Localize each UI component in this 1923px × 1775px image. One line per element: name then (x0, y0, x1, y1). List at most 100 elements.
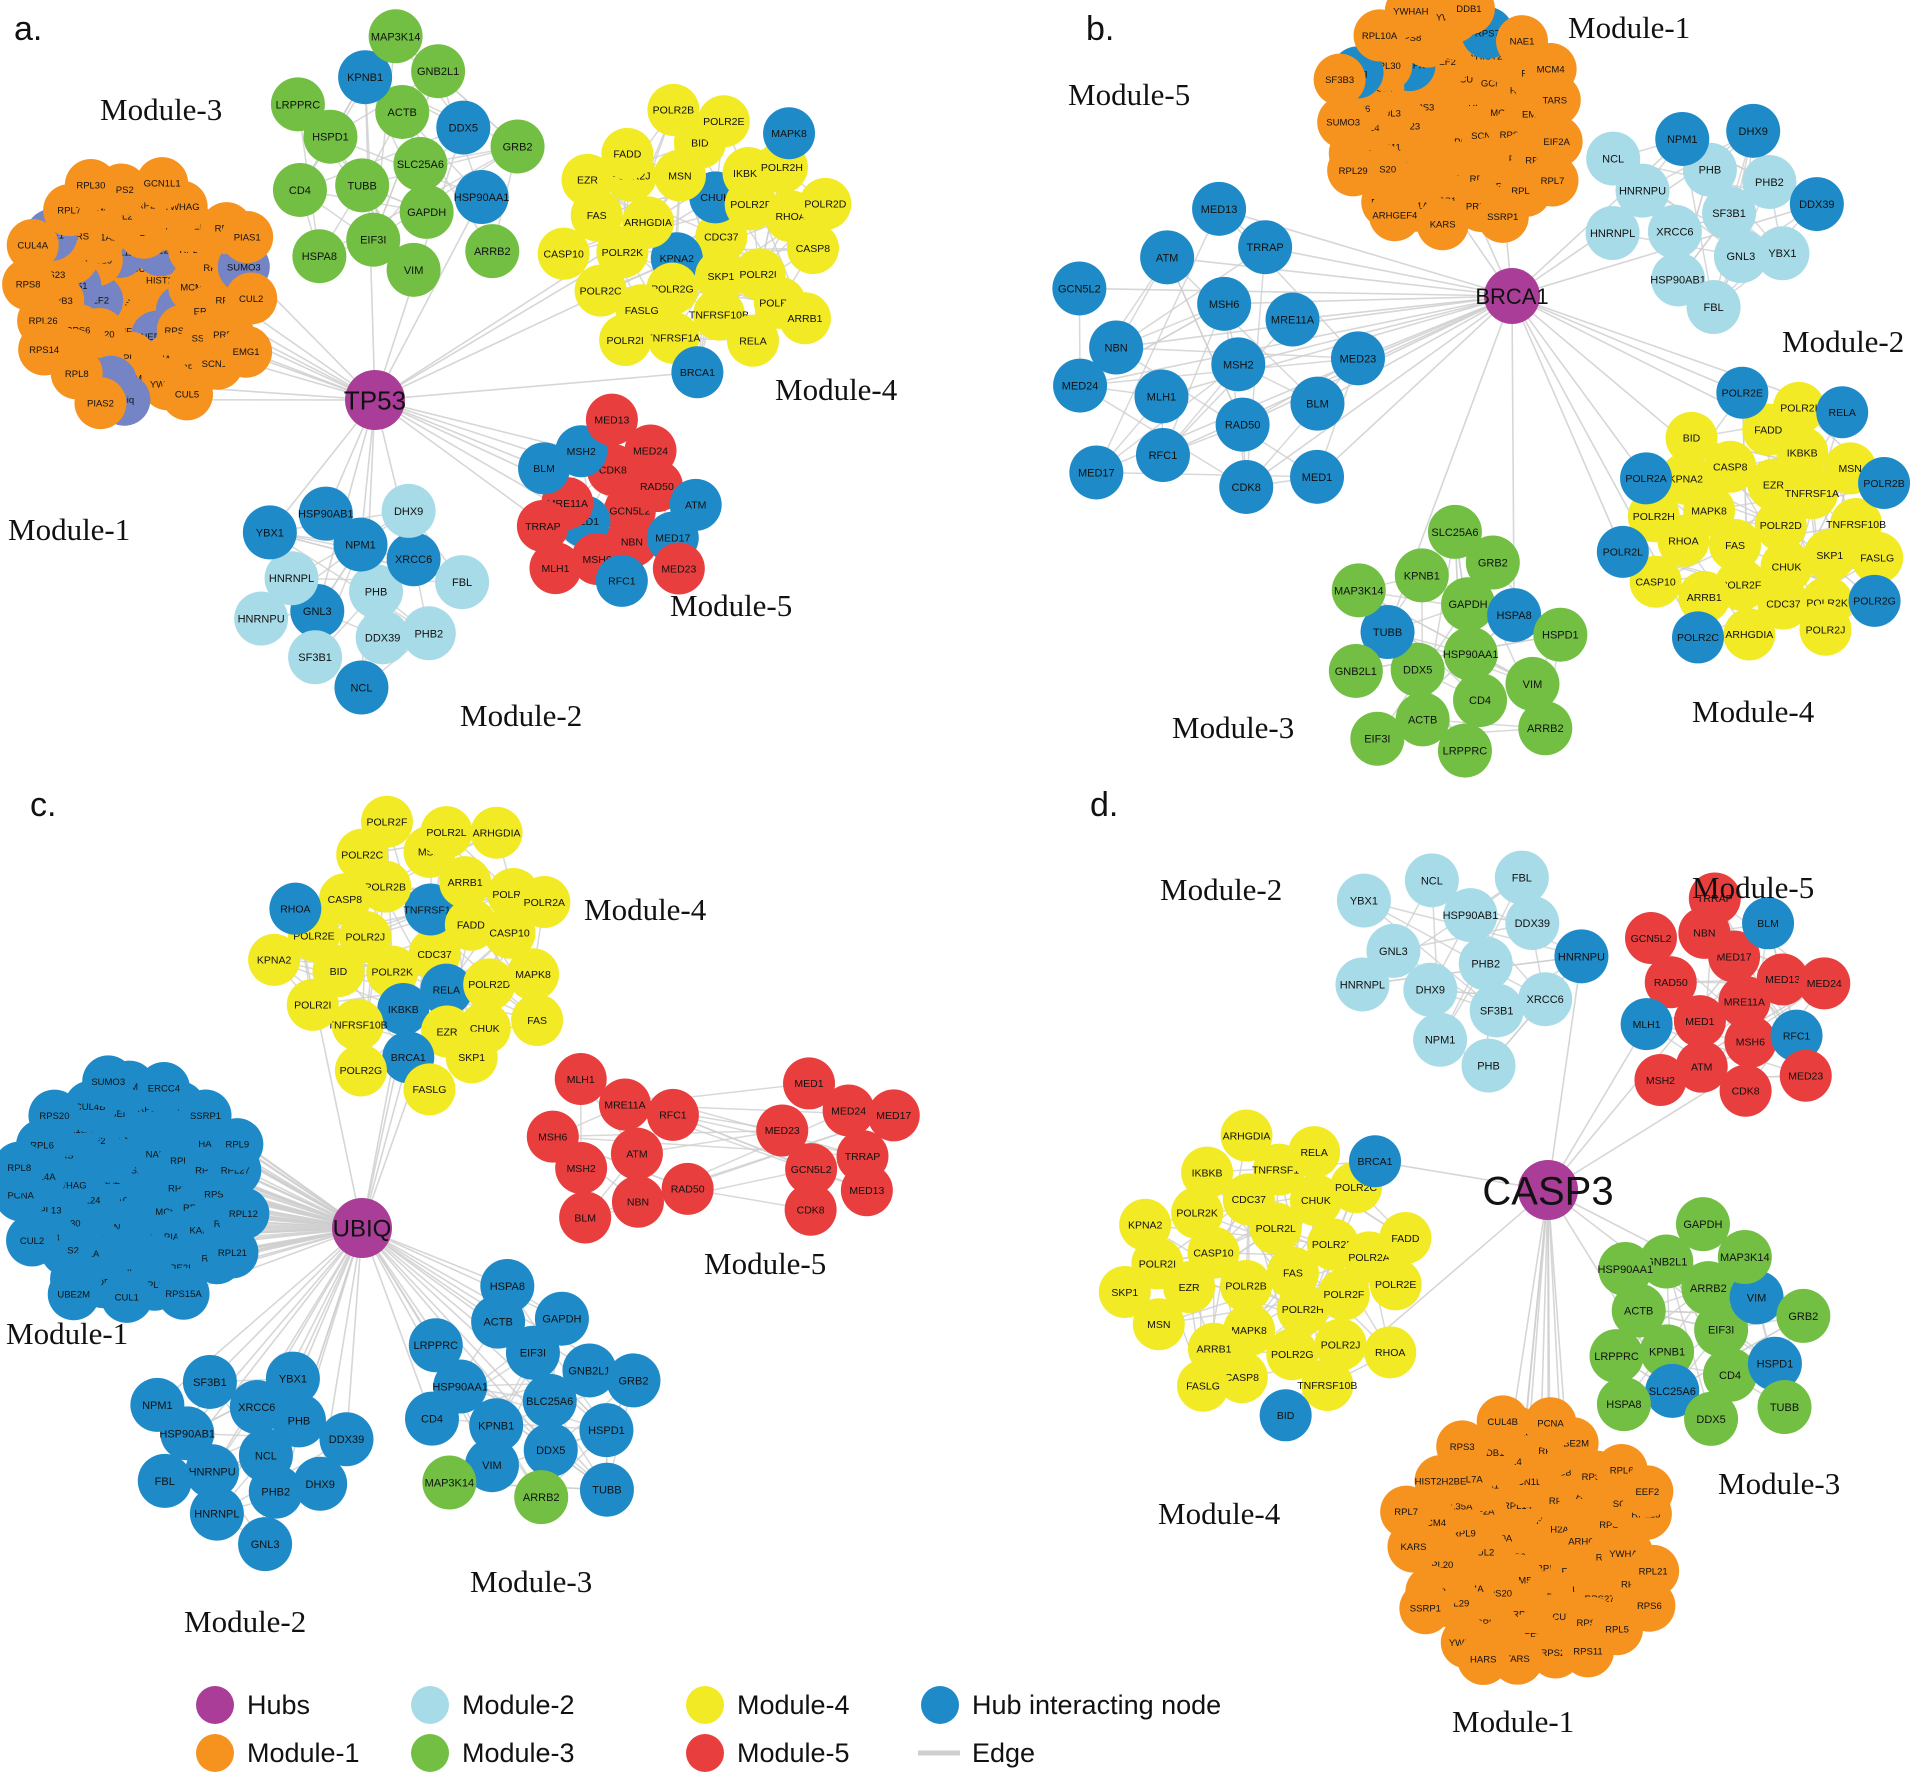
node-a-ARRB1[interactable]: ARRB1 (778, 292, 831, 345)
node-a-PIAS2[interactable]: PIAS2 (74, 377, 127, 430)
node-c-RPL8[interactable]: RPL8 (0, 1141, 46, 1194)
node-b-NCL[interactable]: NCL (1586, 131, 1641, 186)
node-a-XRCC6[interactable]: XRCC6 (386, 532, 441, 587)
node-b-GRB2[interactable]: GRB2 (1465, 535, 1520, 590)
node-d-DDX39[interactable]: DDX39 (1505, 896, 1560, 951)
node-c-GNL3[interactable]: GNL3 (238, 1517, 293, 1572)
node-c-POLR2F[interactable]: POLR2F (360, 795, 413, 848)
node-d-IKBKB[interactable]: IKBKB (1181, 1146, 1234, 1199)
node-b-GCN5L2[interactable]: GCN5L2 (1052, 261, 1107, 316)
node-d-RELA[interactable]: RELA (1288, 1126, 1341, 1179)
node-b-CDK8[interactable]: CDK8 (1219, 459, 1274, 514)
node-d-RHOA[interactable]: RHOA (1364, 1326, 1417, 1379)
node-a-HNRNPU[interactable]: HNRNPU (234, 591, 289, 646)
node-c-MAPK8[interactable]: MAPK8 (507, 948, 560, 1001)
node-d-ARRB2[interactable]: ARRB2 (1681, 1261, 1736, 1316)
node-c-LRPPRC[interactable]: LRPPRC (408, 1318, 463, 1373)
node-d-PCNA[interactable]: PCNA (1524, 1397, 1577, 1450)
node-d-EIF3I[interactable]: EIF3I (1694, 1302, 1749, 1357)
node-a-DDX39[interactable]: DDX39 (355, 610, 410, 665)
node-b-POLR2I[interactable]: POLR2I (1772, 381, 1825, 434)
node-c-CASP8[interactable]: CASP8 (318, 873, 371, 926)
node-b-HSPD1[interactable]: HSPD1 (1533, 607, 1588, 662)
node-c-KPNA2[interactable]: KPNA2 (248, 933, 301, 986)
node-b-NPM1[interactable]: NPM1 (1655, 111, 1710, 166)
node-b-KPNB1[interactable]: KPNB1 (1394, 548, 1449, 603)
node-b-SF3B3[interactable]: SF3B3 (1313, 53, 1366, 106)
node-a-HSP90AB1[interactable]: HSP90AB1 (298, 486, 354, 541)
node-d-NPM1[interactable]: NPM1 (1413, 1012, 1468, 1067)
node-d-SSRP1[interactable]: SSRP1 (1399, 1582, 1452, 1635)
node-a-POLR2K[interactable]: POLR2K (596, 226, 649, 279)
node-c-CDK8[interactable]: CDK8 (784, 1183, 837, 1236)
node-d-DHX9[interactable]: DHX9 (1403, 962, 1458, 1017)
node-a-GCN1L1[interactable]: GCN1L1 (136, 157, 189, 210)
node-b-RPL7[interactable]: RPL7 (1526, 154, 1579, 207)
node-a-CUL2[interactable]: CUL2 (225, 272, 278, 325)
node-c-FADD[interactable]: FADD (444, 898, 497, 951)
node-c-RPS20[interactable]: RPS20 (28, 1089, 81, 1142)
node-d-DDX5[interactable]: DDX5 (1684, 1391, 1739, 1446)
node-b-TUBB[interactable]: TUBB (1360, 604, 1415, 659)
node-d-RFC1[interactable]: RFC1 (1770, 1009, 1823, 1062)
node-d-TUBB[interactable]: TUBB (1757, 1380, 1812, 1435)
node-c-CUL2[interactable]: CUL2 (6, 1214, 59, 1267)
node-c-POLR2I[interactable]: POLR2I (286, 978, 339, 1031)
node-c-GRB2[interactable]: GRB2 (606, 1353, 661, 1408)
node-d-RPS11[interactable]: RPS11 (1561, 1625, 1614, 1678)
node-c-RPL21[interactable]: RPL21 (206, 1226, 259, 1279)
node-b-ARRB2[interactable]: ARRB2 (1518, 701, 1573, 756)
node-d-RPS6[interactable]: RPS6 (1623, 1579, 1676, 1632)
node-c-DDX5[interactable]: DDX5 (523, 1422, 578, 1477)
node-b-POLR2D[interactable]: POLR2D (1754, 499, 1807, 552)
node-d-XRCC6[interactable]: XRCC6 (1518, 972, 1573, 1027)
node-d-CD4[interactable]: CD4 (1703, 1347, 1758, 1402)
node-b-POLR2E[interactable]: POLR2E (1716, 366, 1769, 419)
node-d-POLR2K[interactable]: POLR2K (1171, 1186, 1224, 1239)
node-d-POLR2J[interactable]: POLR2J (1314, 1318, 1367, 1371)
node-d-CASP8[interactable]: CASP8 (1215, 1351, 1268, 1404)
node-c-CD4[interactable]: CD4 (405, 1391, 460, 1446)
node-a-CUL5[interactable]: CUL5 (161, 368, 214, 421)
node-d-EEF2[interactable]: EEF2 (1621, 1465, 1674, 1518)
node-b-HNRNPL[interactable]: HNRNPL (1585, 206, 1640, 261)
node-b-POLR2A[interactable]: POLR2A (1620, 452, 1673, 505)
node-d-GCN5L2[interactable]: GCN5L2 (1624, 911, 1677, 964)
node-b-YWHAH[interactable]: YWHAH (1384, 0, 1437, 38)
node-d-ATM[interactable]: ATM (1675, 1040, 1728, 1093)
node-d-ACTB[interactable]: ACTB (1611, 1283, 1666, 1338)
node-c-MRE11A[interactable]: MRE11A (598, 1078, 651, 1131)
node-c-RPL9[interactable]: RPL9 (211, 1118, 264, 1171)
node-c-DHX9[interactable]: DHX9 (293, 1456, 348, 1511)
node-b-MED13[interactable]: MED13 (1192, 181, 1247, 236)
node-a-CASP8[interactable]: CASP8 (786, 222, 839, 275)
node-b-DDX39[interactable]: DDX39 (1789, 177, 1844, 232)
node-d-SKP1[interactable]: SKP1 (1098, 1265, 1151, 1318)
node-b-POLR2J[interactable]: POLR2J (1799, 603, 1852, 656)
node-a-EZR[interactable]: EZR (561, 153, 614, 206)
node-a-RELA[interactable]: RELA (726, 314, 779, 367)
node-b-MAP3K14[interactable]: MAP3K14 (1331, 563, 1386, 618)
node-c-FASLG[interactable]: FASLG (403, 1063, 456, 1116)
node-c-PHB[interactable]: PHB (271, 1393, 326, 1448)
node-d-MSH6[interactable]: MSH6 (1724, 1015, 1777, 1068)
node-b-VIM[interactable]: VIM (1505, 656, 1560, 711)
node-c-ARHGDIA[interactable]: ARHGDIA (470, 806, 523, 859)
node-b-ACTB[interactable]: ACTB (1395, 692, 1450, 747)
node-b-ARRB1[interactable]: ARRB1 (1678, 571, 1731, 624)
node-d-LRPPRC[interactable]: LRPPRC (1589, 1329, 1644, 1384)
node-c-MSH6[interactable]: MSH6 (526, 1110, 579, 1163)
node-b-CD4[interactable]: CD4 (1453, 673, 1508, 728)
node-c-MED13[interactable]: MED13 (840, 1164, 893, 1217)
node-a-TRRAP[interactable]: TRRAP (516, 500, 569, 553)
node-d-CHUK[interactable]: CHUK (1289, 1174, 1342, 1227)
node-a-EMG1[interactable]: EMG1 (220, 325, 273, 378)
node-c-DDX39[interactable]: DDX39 (319, 1412, 374, 1467)
node-c-MED23[interactable]: MED23 (756, 1104, 809, 1157)
node-b-ATM[interactable]: ATM (1140, 230, 1195, 285)
node-d-NCL[interactable]: NCL (1404, 853, 1459, 908)
node-d-POLR2B[interactable]: POLR2B (1220, 1259, 1273, 1312)
node-b-MED24[interactable]: MED24 (1053, 358, 1108, 413)
node-c-MED1[interactable]: MED1 (783, 1057, 836, 1110)
hub-TP53[interactable]: TP53 (344, 370, 406, 430)
